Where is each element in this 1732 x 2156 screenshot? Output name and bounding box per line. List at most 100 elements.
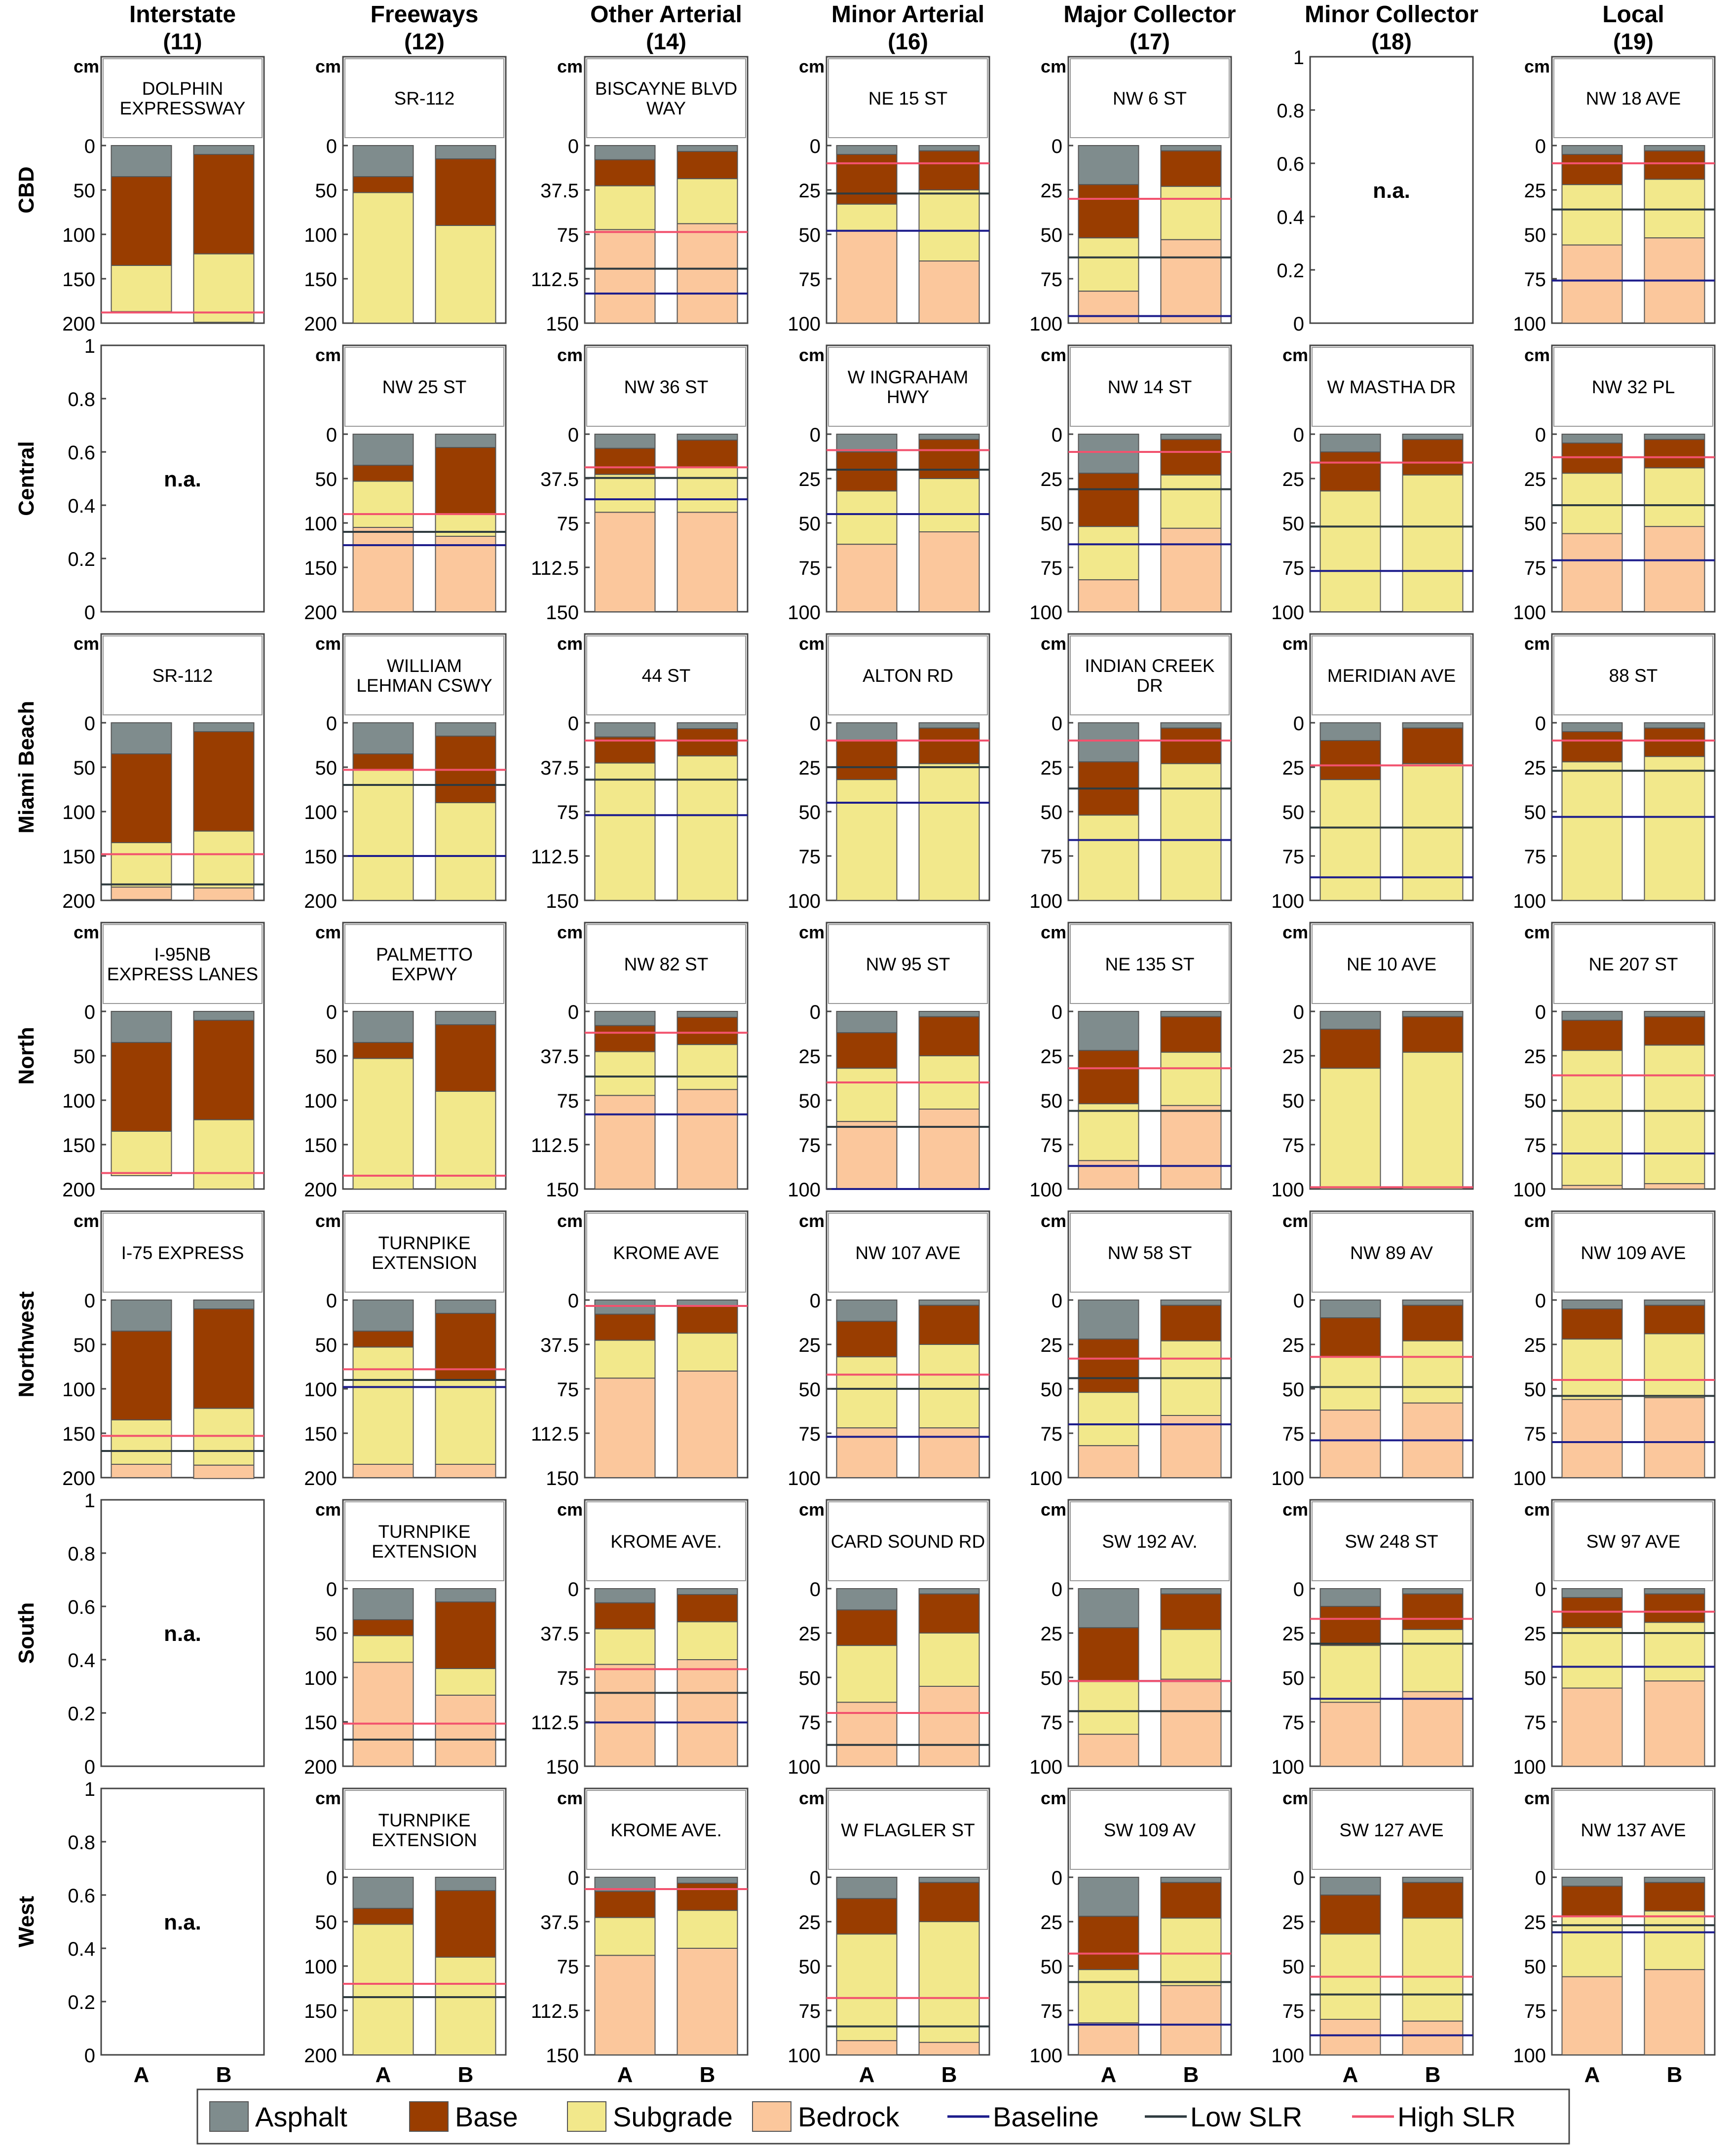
road-label-box bbox=[828, 347, 988, 427]
y-tick-label: 100 bbox=[1029, 1468, 1062, 1489]
bar-a-asphalt bbox=[111, 722, 172, 754]
y-tick-label: 0 bbox=[568, 713, 579, 735]
bar-b-bedrock bbox=[193, 887, 255, 901]
bar-b-subgrade bbox=[677, 755, 738, 901]
bar-b-subgrade bbox=[435, 225, 496, 324]
y-tick-label: 50 bbox=[315, 1912, 338, 1933]
y-tick-label: 0.8 bbox=[68, 389, 95, 410]
bar-a-asphalt bbox=[836, 1588, 898, 1611]
road-name: KROME AVE bbox=[613, 1243, 719, 1263]
road-label-box bbox=[586, 347, 746, 427]
bar-b-subgrade bbox=[435, 1668, 496, 1696]
y-tick-label: 100 bbox=[1271, 602, 1304, 624]
bar-a-base bbox=[1078, 1338, 1139, 1393]
bar-a-bedrock bbox=[594, 1377, 656, 1478]
road-name: WAY bbox=[646, 98, 686, 118]
y-tick-label: 75 bbox=[799, 846, 821, 868]
panel-local-central: NW 32 PL cm 0 25 50 75 100 bbox=[1513, 344, 1716, 624]
y-tick-label: 50 bbox=[1041, 1956, 1063, 1978]
road-name: I-75 EXPRESS bbox=[121, 1243, 244, 1263]
bar-a-subgrade bbox=[594, 1628, 656, 1665]
road-label-box bbox=[828, 1213, 988, 1293]
bar-b-bedrock bbox=[435, 1464, 496, 1478]
bar-a-asphalt bbox=[1078, 434, 1139, 474]
road-label-box bbox=[828, 1501, 988, 1581]
row-label-west: West bbox=[14, 1896, 38, 1947]
y-tick-label: 75 bbox=[1524, 846, 1546, 868]
panel-other-arterial-miami-beach: 44 ST cm 0 37.5 75 112.5 150 bbox=[531, 633, 749, 912]
bar-b-bedrock bbox=[918, 531, 980, 612]
bar-a-asphalt bbox=[594, 1300, 656, 1315]
bar-a-asphalt bbox=[1319, 1588, 1381, 1607]
bar-b-subgrade bbox=[677, 1044, 738, 1090]
column-title-minor-arterial: Minor Arterial bbox=[831, 1, 984, 28]
unit-label: cm bbox=[1041, 1211, 1066, 1231]
row-label-miami-beach: Miami Beach bbox=[14, 701, 38, 834]
bar-b-bedrock bbox=[1160, 1415, 1222, 1478]
road-name: NE 207 ST bbox=[1589, 954, 1678, 974]
bar-a-asphalt bbox=[1078, 145, 1139, 186]
legend-label-asphalt: Asphalt bbox=[255, 2101, 347, 2132]
y-tick-label: 0.8 bbox=[68, 1543, 95, 1565]
panel-interstate-south: n.a. 0 0.2 0.4 0.6 0.8 1 bbox=[68, 1490, 265, 1778]
y-tick-label: 0 bbox=[1293, 1579, 1304, 1600]
bar-a-base bbox=[111, 1042, 172, 1132]
y-tick-label: 75 bbox=[799, 1423, 821, 1445]
bar-a-base bbox=[836, 451, 898, 492]
y-tick-label: 150 bbox=[304, 269, 337, 291]
bar-a-subgrade bbox=[1078, 1392, 1139, 1447]
bar-b-base bbox=[677, 440, 738, 468]
bar-a-subgrade bbox=[836, 1068, 898, 1122]
bar-a-asphalt bbox=[1078, 722, 1139, 763]
road-name: PALMETTO bbox=[376, 944, 473, 965]
y-tick-label: 25 bbox=[1282, 1046, 1305, 1068]
bar-b-bedrock bbox=[1644, 1183, 1705, 1190]
y-tick-label: 1 bbox=[84, 1779, 95, 1800]
y-tick-label: 200 bbox=[304, 602, 337, 624]
y-tick-label: 0 bbox=[1293, 713, 1304, 735]
bar-a-bedrock bbox=[352, 527, 414, 612]
road-name: SW 97 AVE bbox=[1586, 1531, 1681, 1552]
bar-a-bedrock bbox=[1078, 1734, 1139, 1767]
bar-a-base bbox=[594, 1313, 656, 1341]
y-tick-label: 0 bbox=[1535, 424, 1546, 446]
road-name: ALTON RD bbox=[863, 666, 953, 686]
bar-b-asphalt bbox=[1160, 1588, 1222, 1595]
y-tick-label: 50 bbox=[1524, 513, 1546, 535]
bar-b-asphalt bbox=[435, 722, 496, 737]
road-name: 88 ST bbox=[1609, 666, 1658, 686]
y-tick-label: 200 bbox=[304, 891, 337, 912]
bar-b-bedrock bbox=[1402, 1691, 1464, 1767]
y-tick-label: 0 bbox=[568, 1867, 579, 1889]
road-name: SR-112 bbox=[152, 666, 213, 686]
x-category-label: A bbox=[376, 2063, 391, 2087]
y-tick-label: 100 bbox=[1029, 891, 1062, 912]
panel-minor-arterial-south: CARD SOUND RD cm 0 25 50 75 100 bbox=[788, 1499, 990, 1778]
panel-minor-collector-west: SW 127 AVE cm 0 25 50 75 100 bbox=[1271, 1787, 1474, 2067]
y-tick-label: 100 bbox=[1029, 2045, 1062, 2067]
y-tick-label: 0 bbox=[1535, 1002, 1546, 1023]
bar-a-asphalt bbox=[836, 1011, 898, 1034]
y-tick-label: 0.6 bbox=[1277, 153, 1304, 175]
panel-major-collector-northwest: NW 58 ST cm 0 25 50 75 100 bbox=[1029, 1210, 1232, 1489]
bar-a-asphalt bbox=[1561, 722, 1623, 732]
bar-a-subgrade bbox=[111, 265, 172, 312]
bar-b-subgrade bbox=[435, 1957, 496, 2055]
bar-a-subgrade bbox=[1319, 1356, 1381, 1411]
y-tick-label: 0.2 bbox=[1277, 260, 1304, 282]
bar-b-asphalt bbox=[1644, 145, 1705, 151]
bar-b-base bbox=[1160, 727, 1222, 764]
road-name: NW 95 ST bbox=[866, 954, 950, 974]
bar-a-base bbox=[352, 1042, 414, 1059]
unit-label: cm bbox=[799, 1499, 825, 1520]
bar-a-base bbox=[111, 176, 172, 266]
y-tick-label: 75 bbox=[799, 2001, 821, 2022]
y-tick-label: 150 bbox=[546, 1179, 579, 1201]
unit-label: cm bbox=[74, 633, 99, 654]
bar-b-asphalt bbox=[918, 1300, 980, 1306]
bar-a-base bbox=[1561, 1308, 1623, 1340]
bar-a-subgrade bbox=[1078, 815, 1139, 901]
bar-a-base bbox=[352, 1331, 414, 1348]
panel-frame bbox=[100, 1787, 265, 2056]
